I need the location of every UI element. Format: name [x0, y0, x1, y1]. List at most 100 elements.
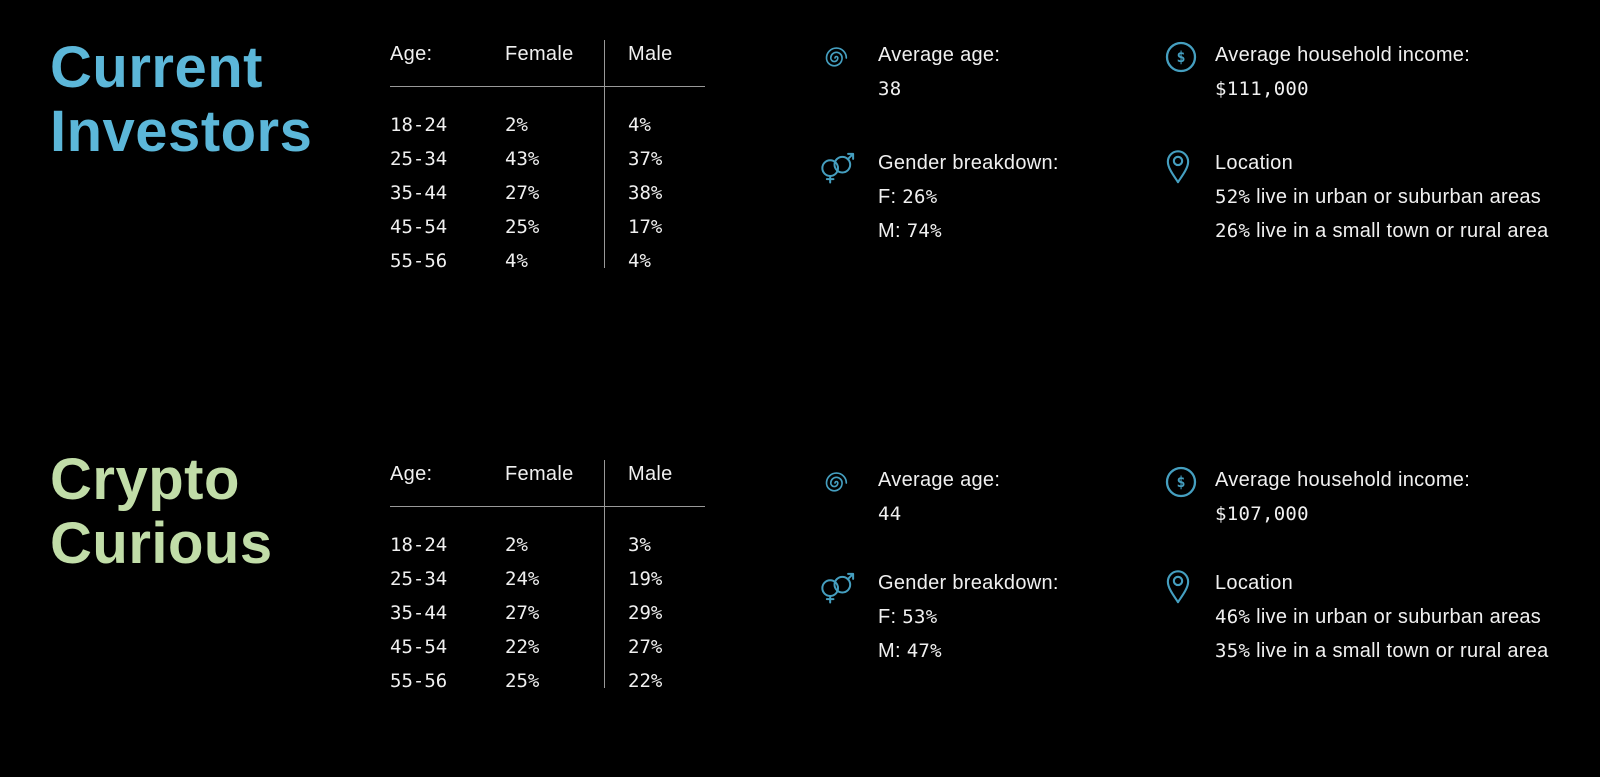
gender-breakdown-stat: Gender breakdown: F: 53% M: 47%	[818, 566, 1059, 668]
female-value-cell: 2%	[505, 114, 528, 136]
dollar-circle-icon: $	[1165, 463, 1215, 531]
age-range-cell: 35-44	[390, 602, 448, 624]
male-value-cell: 19%	[628, 568, 663, 590]
section-title-line: Current	[50, 35, 263, 100]
female-value-cell: 27%	[505, 602, 540, 624]
female-value-cell: 25%	[505, 216, 540, 238]
female-value-cell: 27%	[505, 182, 540, 204]
age-table-body: 18-24 2% 4% 25-34 43% 37% 35-44 27% 38% …	[390, 108, 710, 278]
female-column-header: Female	[505, 463, 574, 485]
age-range-cell: 18-24	[390, 534, 448, 556]
table-column-divider	[604, 460, 605, 688]
stat-value: 26% live in a small town or rural area	[1215, 220, 1549, 242]
female-value-cell: 24%	[505, 568, 540, 590]
male-value-cell: 27%	[628, 636, 663, 658]
age-range-cell: 55-56	[390, 250, 448, 272]
stat-value: 52% live in urban or suburban areas	[1215, 186, 1542, 208]
table-row: 18-24 2% 4%	[390, 108, 710, 142]
male-value-cell: 38%	[628, 182, 663, 204]
stat-label: Gender breakdown:	[878, 572, 1059, 594]
household-income-stat: $ Average household income: $111,000	[1165, 38, 1470, 106]
average-age-stat: Average age: 38	[818, 38, 1000, 106]
section-title: Current Investors	[50, 36, 312, 164]
spiral-icon	[818, 463, 878, 531]
age-table: Age: Female Male 18-24 2% 4% 25-34 43% 3…	[390, 36, 710, 278]
stat-value: M: 47%	[878, 640, 942, 662]
stat-value: $111,000	[1215, 78, 1309, 100]
spiral-icon	[818, 38, 878, 106]
age-table-body: 18-24 2% 3% 25-34 24% 19% 35-44 27% 29% …	[390, 528, 710, 698]
male-value-cell: 4%	[628, 114, 651, 136]
table-row: 55-56 4% 4%	[390, 244, 710, 278]
stat-label: Average household income:	[1215, 44, 1471, 66]
age-table-header: Age: Female Male	[390, 456, 705, 507]
section-title: Crypto Curious	[50, 448, 273, 576]
age-range-cell: 45-54	[390, 216, 448, 238]
average-age-stat: Average age: 44	[818, 463, 1000, 531]
stat-value: 44	[878, 503, 902, 525]
household-income-stat: $ Average household income: $107,000	[1165, 463, 1470, 531]
table-row: 35-44 27% 29%	[390, 596, 710, 630]
female-value-cell: 4%	[505, 250, 528, 272]
age-range-cell: 45-54	[390, 636, 448, 658]
stat-value: 35% live in a small town or rural area	[1215, 640, 1549, 662]
section-title-line: Investors	[50, 99, 313, 164]
female-value-cell: 25%	[505, 670, 540, 692]
table-row: 35-44 27% 38%	[390, 176, 710, 210]
table-row: 25-34 24% 19%	[390, 562, 710, 596]
gender-icon	[818, 566, 878, 668]
stat-value: F: 26%	[878, 186, 938, 208]
male-value-cell: 4%	[628, 250, 651, 272]
age-table: Age: Female Male 18-24 2% 3% 25-34 24% 1…	[390, 456, 710, 698]
age-range-cell: 25-34	[390, 148, 448, 170]
male-value-cell: 22%	[628, 670, 663, 692]
age-column-header: Age:	[390, 463, 433, 485]
male-column-header: Male	[628, 43, 673, 65]
stat-label: Average age:	[878, 44, 1001, 66]
section-crypto-curious: Crypto Curious Age: Female Male 18-24 2%…	[0, 413, 1600, 777]
dollar-glyph: $	[1176, 473, 1185, 491]
table-row: 18-24 2% 3%	[390, 528, 710, 562]
female-column-header: Female	[505, 43, 574, 65]
table-row: 55-56 25% 22%	[390, 664, 710, 698]
stat-value: F: 53%	[878, 606, 938, 628]
stat-value: $107,000	[1215, 503, 1309, 525]
stat-label: Location	[1215, 152, 1294, 174]
age-table-header: Age: Female Male	[390, 36, 705, 87]
table-row: 45-54 22% 27%	[390, 630, 710, 664]
location-stat: Location 52% live in urban or suburban a…	[1165, 146, 1549, 248]
location-pin-icon	[1165, 146, 1215, 248]
section-current-investors: Current Investors Age: Female Male 18-24…	[50, 36, 1549, 278]
female-value-cell: 2%	[505, 534, 528, 556]
stat-label: Gender breakdown:	[878, 152, 1059, 174]
gender-icon	[818, 146, 878, 248]
male-value-cell: 3%	[628, 534, 651, 556]
age-range-cell: 25-34	[390, 568, 448, 590]
section-title-line: Crypto	[50, 447, 240, 512]
stat-value: M: 74%	[878, 220, 942, 242]
table-row: 45-54 25% 17%	[390, 210, 710, 244]
age-range-cell: 35-44	[390, 182, 448, 204]
dollar-glyph: $	[1176, 48, 1185, 66]
stat-value: 38	[878, 78, 902, 100]
table-row: 25-34 43% 37%	[390, 142, 710, 176]
table-column-divider	[604, 40, 605, 268]
stat-label: Location	[1215, 572, 1294, 594]
gender-breakdown-stat: Gender breakdown: F: 26% M: 74%	[818, 146, 1059, 248]
age-column-header: Age:	[390, 43, 433, 65]
stat-label: Average household income:	[1215, 469, 1471, 491]
male-value-cell: 37%	[628, 148, 663, 170]
location-pin-icon	[1165, 566, 1215, 668]
age-range-cell: 18-24	[390, 114, 448, 136]
location-stat: Location 46% live in urban or suburban a…	[1165, 566, 1549, 668]
stat-label: Average age:	[878, 469, 1001, 491]
female-value-cell: 43%	[505, 148, 540, 170]
dollar-circle-icon: $	[1165, 38, 1215, 106]
male-column-header: Male	[628, 463, 673, 485]
section-title-line: Curious	[50, 511, 273, 576]
stat-value: 46% live in urban or suburban areas	[1215, 606, 1542, 628]
female-value-cell: 22%	[505, 636, 540, 658]
male-value-cell: 29%	[628, 602, 663, 624]
age-range-cell: 55-56	[390, 670, 448, 692]
male-value-cell: 17%	[628, 216, 663, 238]
